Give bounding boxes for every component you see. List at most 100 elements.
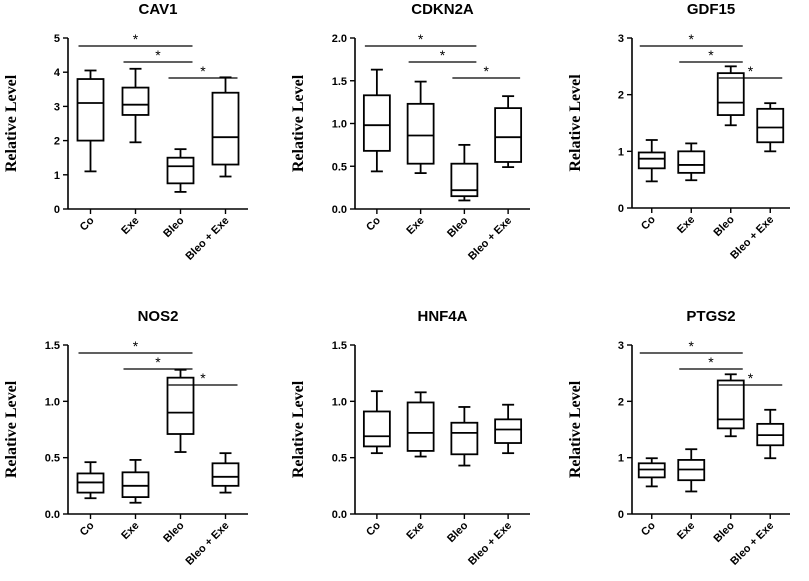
significance-star: *	[484, 63, 490, 79]
iqr-box	[362, 94, 391, 152]
y-tick-label: 1	[618, 146, 624, 158]
box-2	[450, 406, 479, 467]
significance-star: *	[708, 354, 714, 370]
significance-star: *	[155, 47, 161, 63]
y-tick-label: 3	[618, 33, 624, 45]
y-tick-label: 1.0	[45, 396, 60, 408]
chart-title: GDF15	[687, 1, 735, 18]
y-tick-label: 2	[618, 90, 624, 102]
iqr-box	[76, 78, 105, 142]
iqr-box	[166, 156, 195, 185]
x-category-label: Exe	[675, 520, 697, 542]
x-category-label: Bleo + Exe	[466, 215, 514, 263]
box-2	[166, 368, 195, 453]
significance-star: *	[133, 31, 139, 47]
significance-star: *	[748, 63, 754, 79]
x-category-label: Exe	[119, 520, 141, 542]
significance-star: *	[200, 370, 206, 386]
box-0	[362, 390, 391, 455]
x-category-label: Co	[364, 214, 383, 233]
iqr-box	[166, 376, 195, 435]
box-2	[166, 148, 195, 193]
box-3	[756, 408, 785, 460]
x-category-label: Co	[639, 213, 658, 232]
box-3	[211, 452, 240, 494]
x-category-label: Bleo	[445, 214, 471, 240]
box-0	[76, 461, 105, 500]
y-tick-label: 0	[618, 509, 624, 521]
x-category-label: Exe	[119, 215, 141, 237]
y-axis-label: Relative Level	[567, 74, 584, 172]
x-category-label: Bleo	[712, 519, 738, 545]
iqr-box	[121, 86, 150, 116]
significance-star: *	[440, 47, 446, 63]
y-axis-label: Relative Level	[290, 74, 307, 172]
y-tick-label: 3	[54, 101, 60, 113]
significance-star: *	[689, 338, 695, 354]
box-1	[677, 142, 706, 182]
box-0	[362, 68, 391, 173]
significance-star: *	[200, 63, 206, 79]
iqr-box	[450, 162, 479, 198]
iqr-box	[211, 91, 240, 166]
chart-title: CAV1	[139, 1, 178, 18]
box-1	[406, 391, 435, 458]
x-category-label: Bleo	[161, 214, 187, 240]
box-3	[494, 95, 523, 169]
y-axis-label: Relative Level	[3, 380, 20, 478]
x-category-label: Bleo + Exe	[184, 215, 232, 263]
significance-star: *	[708, 47, 714, 63]
y-tick-label: 3	[618, 340, 624, 352]
iqr-box	[716, 72, 745, 116]
iqr-box	[716, 379, 745, 430]
x-category-label: Co	[639, 519, 658, 538]
chart-title: HNF4A	[417, 308, 467, 325]
chart-title: NOS2	[138, 308, 179, 325]
iqr-box	[121, 471, 150, 498]
y-axis-label: Relative Level	[290, 380, 307, 478]
box-2	[450, 143, 479, 202]
box-0	[76, 69, 105, 173]
y-tick-label: 2.0	[332, 33, 347, 45]
y-tick-label: 1.0	[332, 119, 347, 131]
iqr-box	[406, 401, 435, 452]
x-category-label: Bleo + Exe	[466, 520, 514, 568]
x-category-label: Bleo + Exe	[184, 520, 232, 568]
y-tick-label: 0.0	[45, 509, 60, 521]
y-tick-label: 0.5	[332, 161, 347, 173]
box-0	[637, 139, 666, 183]
x-category-label: Co	[364, 519, 383, 538]
iqr-box	[406, 102, 435, 165]
y-tick-label: 1.5	[45, 340, 60, 352]
significance-star: *	[155, 354, 161, 370]
iqr-box	[756, 107, 785, 144]
box-0	[637, 457, 666, 488]
y-tick-label: 0	[618, 203, 624, 215]
iqr-box	[494, 418, 523, 444]
box-1	[406, 80, 435, 174]
y-tick-label: 0.0	[332, 204, 347, 216]
chart-panel-cdkn2a: CDKN2A Relative Level 0.0 0.5 1.0 1.5 2.0 Co Exe…	[290, 1, 530, 263]
y-tick-label: 1.5	[332, 340, 347, 352]
y-tick-label: 0	[54, 204, 60, 216]
y-axis-label: Relative Level	[567, 380, 584, 478]
iqr-box	[494, 107, 523, 163]
significance-star: *	[748, 370, 754, 386]
iqr-box	[211, 462, 240, 487]
iqr-box	[450, 421, 479, 456]
iqr-box	[677, 150, 706, 174]
box-3	[211, 76, 240, 178]
y-tick-label: 5	[54, 33, 60, 45]
x-category-label: Exe	[404, 215, 426, 237]
x-category-label: Bleo	[161, 519, 187, 545]
y-tick-label: 0.5	[332, 453, 347, 465]
x-category-label: Exe	[675, 214, 697, 236]
y-tick-label: 2	[54, 136, 60, 148]
box-2	[716, 373, 745, 438]
chart-title: CDKN2A	[411, 1, 474, 18]
x-category-label: Co	[78, 214, 97, 233]
